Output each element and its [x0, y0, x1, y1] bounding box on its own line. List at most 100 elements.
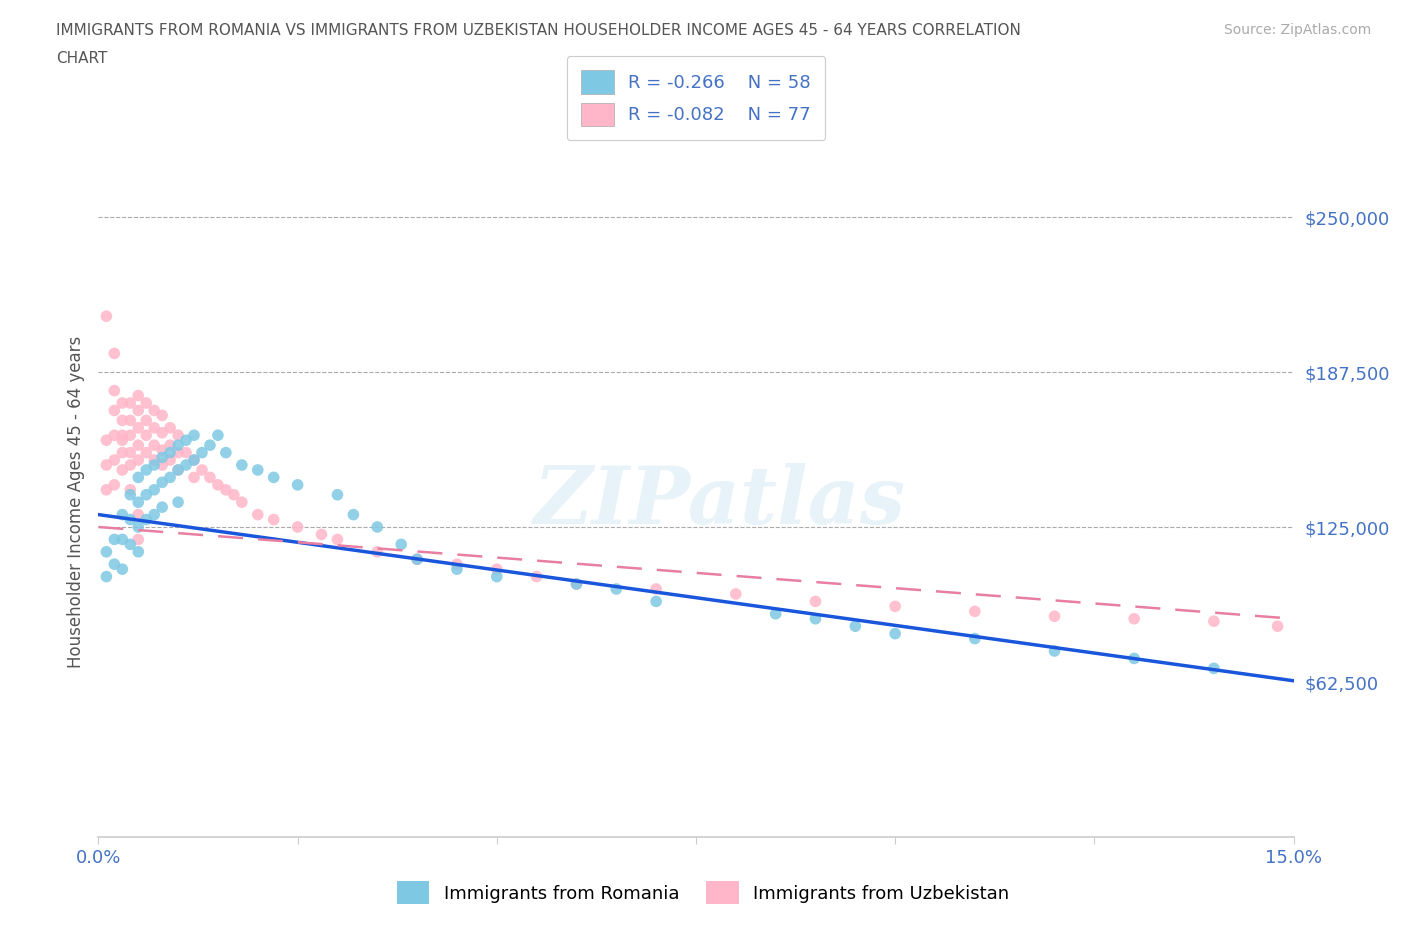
Point — [287, 477, 309, 492]
Point — [183, 453, 205, 468]
Point — [103, 453, 125, 468]
Point — [446, 557, 468, 572]
Point — [127, 470, 149, 485]
Point — [198, 470, 221, 485]
Text: CHART: CHART — [56, 51, 108, 66]
Point — [120, 512, 142, 527]
Point — [103, 557, 125, 572]
Point — [174, 432, 197, 447]
Point — [231, 495, 253, 510]
Point — [120, 445, 142, 460]
Point — [326, 487, 349, 502]
Point — [263, 470, 285, 485]
Point — [565, 577, 588, 591]
Point — [150, 443, 173, 458]
Point — [103, 346, 125, 361]
Point — [565, 577, 588, 591]
Point — [111, 562, 134, 577]
Point — [804, 611, 827, 626]
Point — [127, 388, 149, 403]
Point — [167, 495, 190, 510]
Point — [446, 562, 468, 577]
Point — [127, 453, 149, 468]
Point — [174, 445, 197, 460]
Point — [406, 551, 429, 566]
Point — [389, 537, 412, 551]
Point — [127, 403, 149, 418]
Point — [246, 507, 269, 522]
Point — [111, 462, 134, 477]
Point — [103, 477, 125, 492]
Point — [215, 445, 238, 460]
Point — [207, 477, 229, 492]
Point — [406, 551, 429, 566]
Point — [127, 438, 149, 453]
Text: Source: ZipAtlas.com: Source: ZipAtlas.com — [1223, 23, 1371, 37]
Point — [143, 420, 166, 435]
Point — [143, 438, 166, 453]
Point — [120, 537, 142, 551]
Point — [159, 453, 181, 468]
Point — [246, 462, 269, 477]
Point — [191, 462, 214, 477]
Point — [198, 438, 221, 453]
Point — [884, 599, 907, 614]
Point — [143, 403, 166, 418]
Point — [143, 458, 166, 472]
Point — [366, 544, 388, 559]
Point — [167, 462, 190, 477]
Point — [884, 626, 907, 641]
Point — [311, 527, 333, 542]
Point — [963, 604, 986, 618]
Point — [287, 520, 309, 535]
Legend: R = -0.266    N = 58, R = -0.082    N = 77: R = -0.266 N = 58, R = -0.082 N = 77 — [567, 56, 825, 140]
Point — [120, 458, 142, 472]
Point — [150, 458, 173, 472]
Point — [150, 475, 173, 490]
Y-axis label: Householder Income Ages 45 - 64 years: Householder Income Ages 45 - 64 years — [66, 336, 84, 669]
Point — [159, 445, 181, 460]
Legend: Immigrants from Romania, Immigrants from Uzbekistan: Immigrants from Romania, Immigrants from… — [389, 874, 1017, 911]
Point — [127, 532, 149, 547]
Point — [127, 520, 149, 535]
Point — [111, 413, 134, 428]
Point — [263, 512, 285, 527]
Point — [120, 395, 142, 410]
Point — [135, 413, 157, 428]
Point — [1123, 651, 1146, 666]
Point — [342, 507, 364, 522]
Point — [645, 594, 668, 609]
Point — [111, 395, 134, 410]
Point — [207, 428, 229, 443]
Point — [167, 428, 190, 443]
Point — [526, 569, 548, 584]
Point — [765, 606, 787, 621]
Point — [120, 413, 142, 428]
Point — [120, 487, 142, 502]
Point — [167, 445, 190, 460]
Point — [103, 428, 125, 443]
Point — [174, 458, 197, 472]
Point — [103, 383, 125, 398]
Point — [143, 507, 166, 522]
Point — [96, 458, 118, 472]
Point — [127, 420, 149, 435]
Point — [150, 425, 173, 440]
Point — [167, 462, 190, 477]
Point — [103, 403, 125, 418]
Point — [143, 483, 166, 498]
Point — [231, 458, 253, 472]
Point — [127, 507, 149, 522]
Point — [135, 445, 157, 460]
Point — [1043, 644, 1066, 658]
Point — [963, 631, 986, 646]
Point — [96, 309, 118, 324]
Point — [1123, 611, 1146, 626]
Point — [111, 432, 134, 447]
Point — [485, 569, 508, 584]
Point — [120, 483, 142, 498]
Point — [183, 470, 205, 485]
Point — [183, 453, 205, 468]
Point — [103, 532, 125, 547]
Point — [127, 544, 149, 559]
